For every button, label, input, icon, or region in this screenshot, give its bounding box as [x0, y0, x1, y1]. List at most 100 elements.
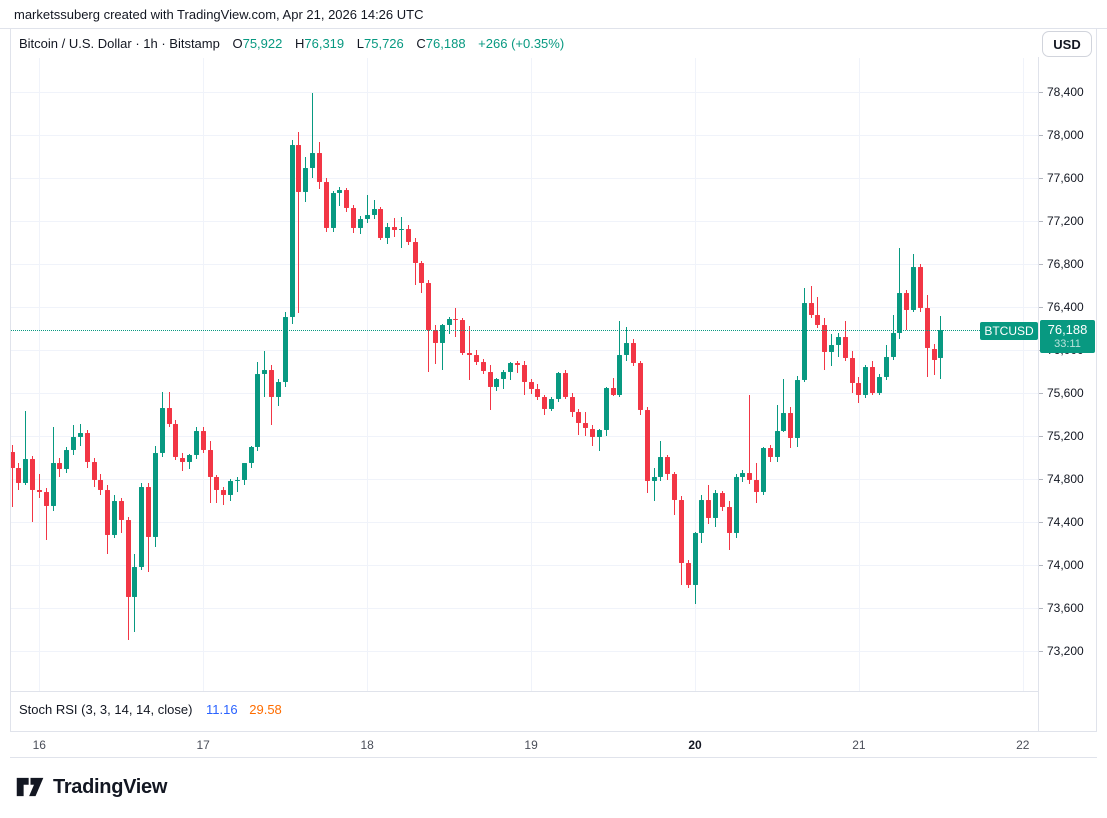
gridline-h — [11, 479, 1038, 480]
close-label: C — [416, 36, 426, 51]
candle-body — [234, 480, 240, 482]
candle-wick — [25, 411, 27, 486]
gridline-v — [531, 58, 533, 691]
candle-body — [535, 388, 541, 398]
candle-body — [801, 303, 807, 380]
price-axis-label: 73,200 — [1047, 644, 1084, 658]
price-axis-tick — [1039, 393, 1043, 394]
time-axis-label-16: 16 — [32, 738, 46, 752]
candlestick-chart-pane[interactable]: BTCUSD — [11, 58, 1038, 691]
candle-body — [378, 209, 384, 239]
candle-body — [16, 468, 22, 484]
tradingview-logo-text: TradingView — [53, 775, 168, 798]
candle-body — [112, 500, 117, 535]
candle-body — [842, 337, 848, 359]
price-axis-label: 77,200 — [1047, 214, 1084, 228]
candle-body — [255, 373, 261, 447]
candle-body — [248, 446, 254, 464]
candle-body — [706, 500, 712, 519]
price-axis-label: 75,200 — [1047, 429, 1084, 443]
candle-body — [774, 431, 780, 457]
candle-wick — [38, 473, 40, 499]
stoch-rsi-d-value: 29.58 — [249, 702, 282, 717]
candle-body — [385, 226, 391, 239]
tradingview-logo-mark — [16, 777, 44, 797]
candle-wick — [236, 476, 238, 492]
symbol-legend[interactable]: Bitcoin / U.S. Dollar · 1h · Bitstamp O7… — [19, 36, 564, 51]
candle-body — [221, 489, 227, 496]
candle-body — [207, 450, 213, 477]
candle-body — [43, 491, 49, 506]
candle-body — [351, 208, 356, 229]
candle-body — [125, 519, 131, 598]
gridline-h — [11, 651, 1038, 652]
gridline-h — [11, 350, 1038, 351]
stoch-rsi-title[interactable]: Stoch RSI (3, 3, 14, 14, close) — [19, 702, 193, 717]
candle-body — [631, 343, 636, 363]
candle-body — [467, 352, 473, 355]
candle-body — [487, 371, 493, 387]
candle-body — [549, 399, 555, 410]
price-axis-label: 78,000 — [1047, 128, 1084, 142]
candle-body — [726, 506, 732, 533]
candle-body — [289, 144, 295, 317]
tradingview-logo[interactable]: TradingView — [14, 774, 167, 800]
candle-body — [562, 372, 568, 398]
candle-wick — [366, 195, 368, 224]
candle-body — [166, 408, 172, 425]
candle-body — [767, 448, 773, 457]
candle-body — [494, 379, 500, 387]
candle-wick — [455, 308, 457, 338]
candle-body — [576, 412, 582, 424]
candle-body — [883, 357, 889, 377]
gridline-v — [39, 58, 41, 691]
price-axis[interactable]: 78,40078,00077,60077,20076,80076,40076,0… — [1038, 57, 1096, 731]
candle-body — [665, 457, 671, 474]
candle-body — [419, 262, 425, 283]
candle-body — [323, 182, 329, 228]
candle-wick — [503, 370, 505, 389]
symbol-title[interactable]: Bitcoin / U.S. Dollar · 1h · Bitstamp — [19, 36, 220, 51]
currency-usd-button[interactable]: USD — [1042, 31, 1092, 57]
current-price-box: 76,188 33:11 — [1040, 319, 1095, 353]
candle-body — [904, 293, 910, 310]
candle-body — [822, 325, 828, 353]
time-axis-label-17: 17 — [196, 738, 210, 752]
candle-wick — [11, 444, 13, 507]
candle-wick — [516, 360, 518, 373]
price-axis-tick — [1039, 651, 1043, 652]
change-value: +266 (+0.35%) — [478, 36, 565, 51]
pane-divider[interactable] — [10, 691, 1038, 692]
candle-body — [357, 218, 363, 229]
candle-body — [528, 382, 534, 389]
candle-body — [344, 189, 350, 209]
attribution-text: marketssuberg created with TradingView.c… — [14, 7, 424, 22]
candle-body — [521, 365, 527, 383]
high-value: 76,319 — [304, 36, 345, 51]
candle-body — [84, 432, 90, 462]
candle-body — [829, 344, 835, 352]
stoch-rsi-legend[interactable]: Stoch RSI (3, 3, 14, 14, close) 11.16 29… — [19, 702, 282, 717]
candle-body — [876, 376, 882, 393]
current-price-value: 76,188 — [1047, 321, 1088, 337]
candle-body — [583, 423, 589, 429]
candle-body — [637, 363, 643, 410]
candle-body — [835, 337, 841, 345]
time-axis[interactable]: 16 17 18 19 20 21 22 — [10, 731, 1097, 757]
time-axis-label-22: 22 — [1016, 738, 1030, 752]
gridline-h — [11, 135, 1038, 136]
candle-body — [473, 354, 479, 362]
price-axis-tick — [1039, 479, 1043, 480]
candle-body — [658, 457, 664, 477]
candle-body — [398, 228, 404, 230]
price-axis-tick — [1039, 565, 1043, 566]
gridline-v — [695, 58, 696, 691]
gridline-h — [11, 307, 1038, 308]
candle-body — [917, 266, 923, 309]
candle-body — [275, 382, 281, 398]
price-axis-label: 77,600 — [1047, 171, 1084, 185]
candle-body — [303, 168, 309, 192]
candle-wick — [223, 486, 225, 505]
price-axis-tick — [1039, 522, 1043, 523]
candle-body — [863, 367, 869, 396]
